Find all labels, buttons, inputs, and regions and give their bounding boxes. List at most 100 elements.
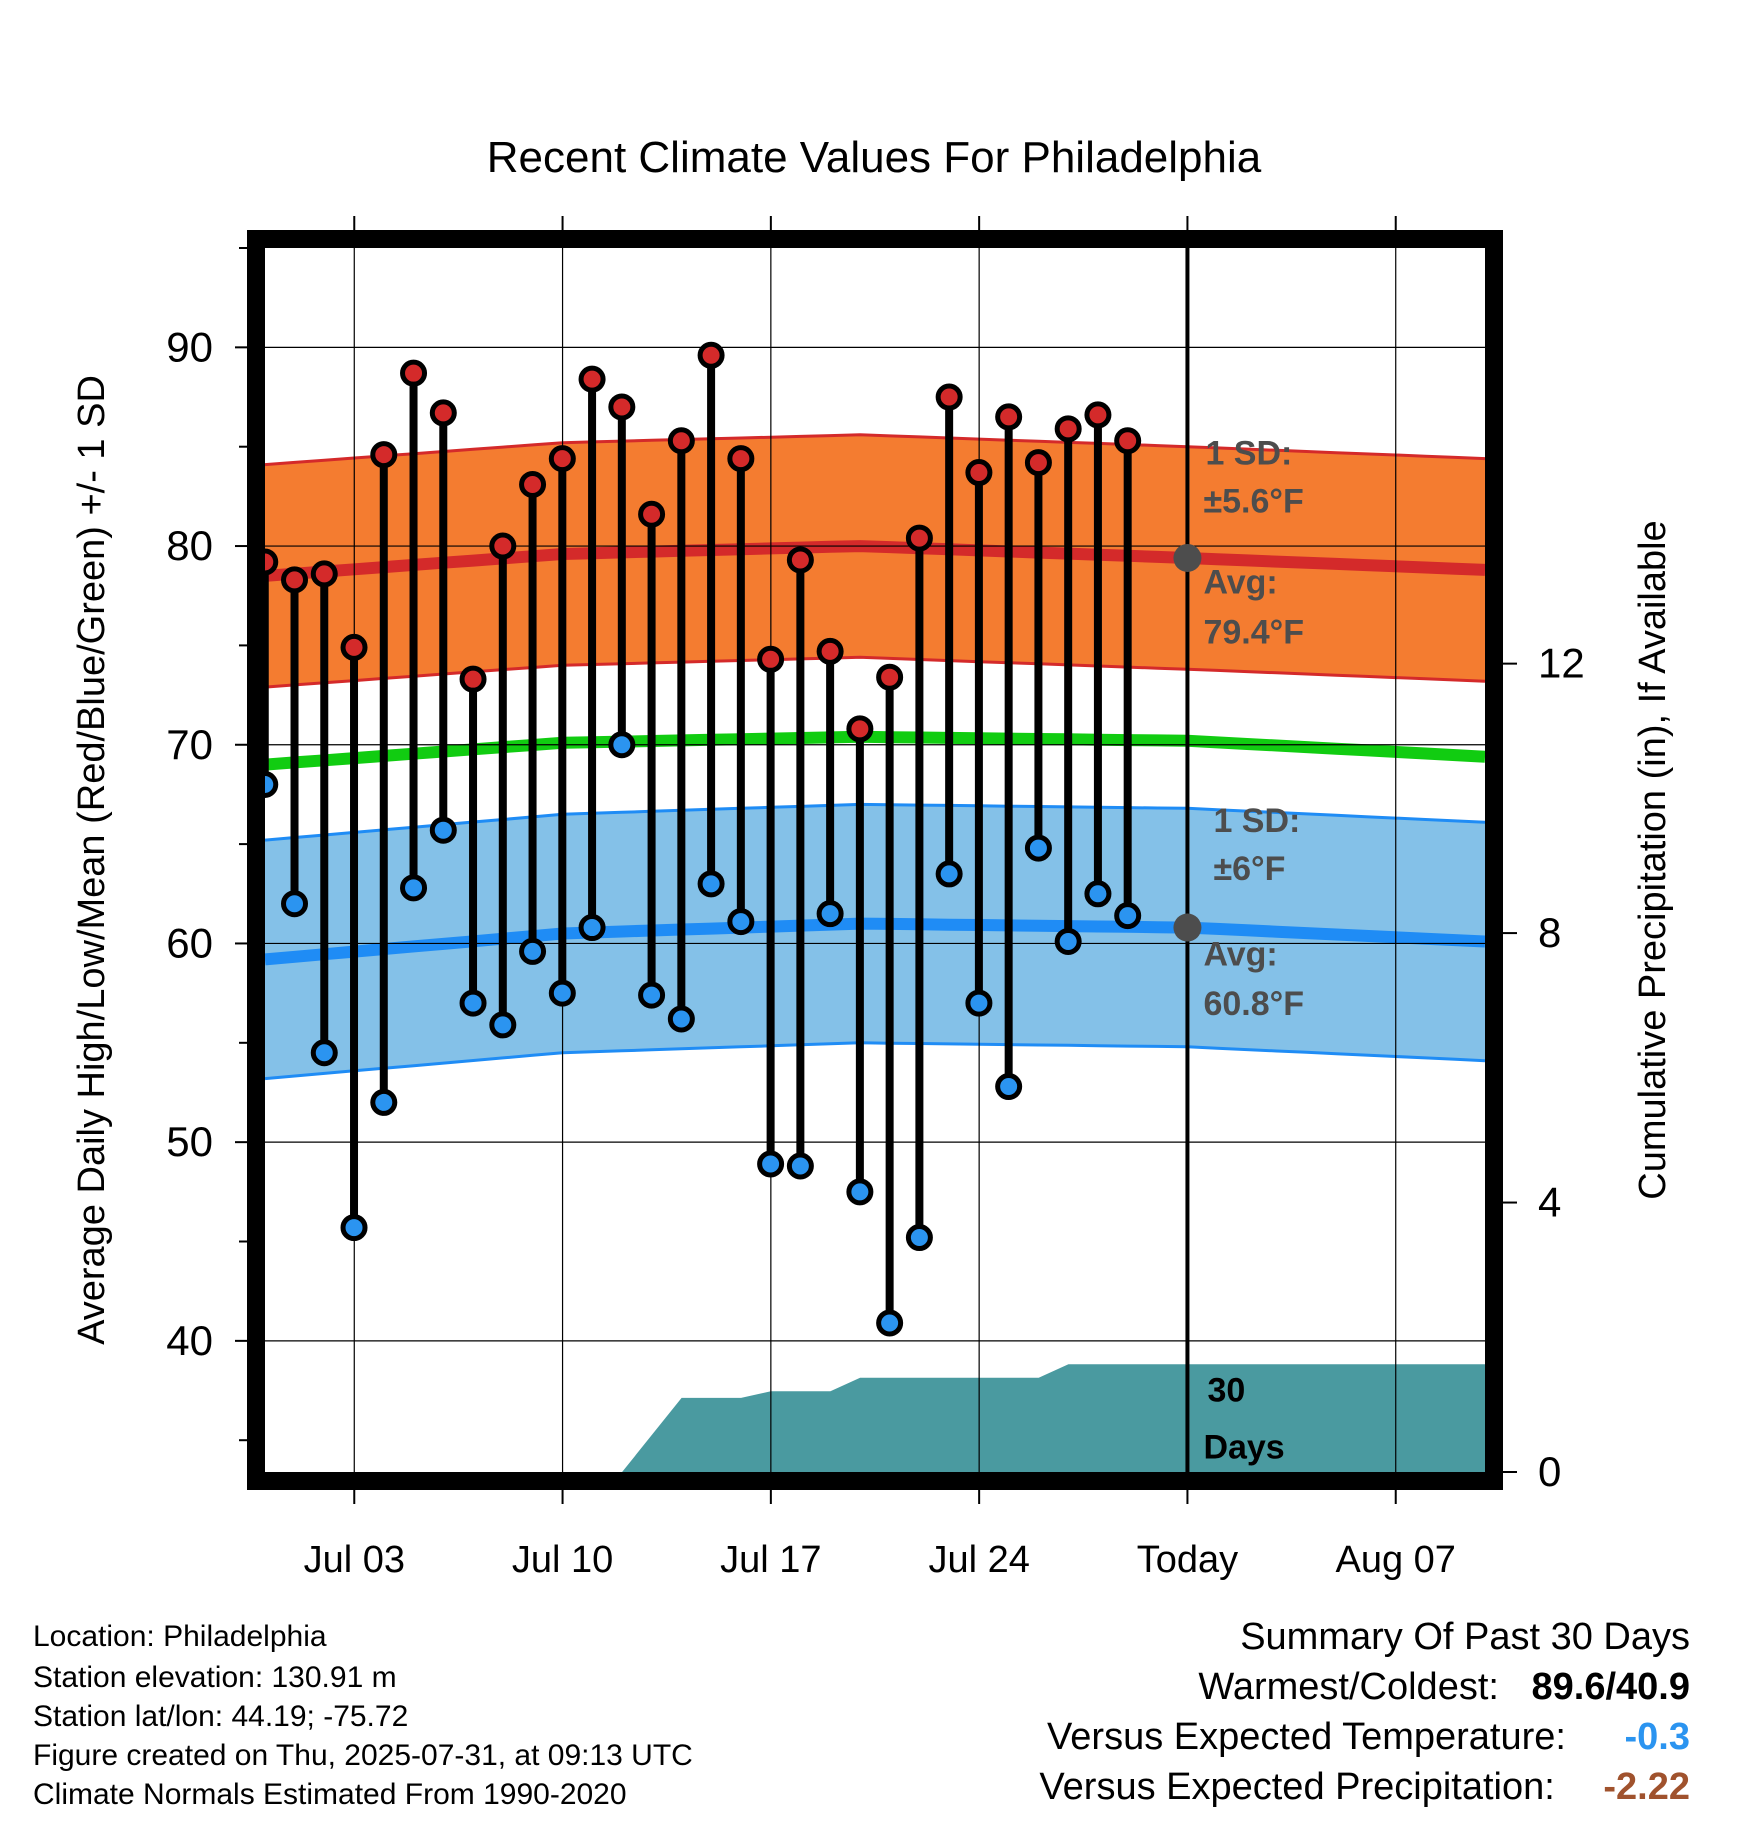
info-elevation: Station elevation: 130.91 m — [33, 1661, 397, 1694]
low-temp-point — [608, 731, 636, 759]
climate-chart: 1 SD: ±5.6°F Avg: 79.4°F 1 SD: ±6°F Avg: 60.8°F… — [71, 133, 1674, 1600]
high-temp-point — [608, 393, 636, 421]
y-tick-label: 90 — [166, 323, 213, 370]
high-temp-point — [400, 359, 428, 387]
y-axis-label: Average Daily High/Low/Mean (Red/Blue/Gr… — [71, 375, 113, 1345]
low-temp-point — [370, 1088, 398, 1116]
low-temp-point — [578, 914, 606, 942]
low-normal-line — [265, 917, 1485, 966]
high-temp-point — [1084, 401, 1112, 429]
low-temp-point — [995, 1073, 1023, 1101]
summary-warmest-value: 89.6/40.9 — [1531, 1666, 1690, 1708]
high-temp-point — [489, 532, 517, 560]
high-temp-point — [905, 524, 933, 552]
low-temp-point — [489, 1011, 517, 1039]
y2-tick-label: 8 — [1538, 909, 1561, 956]
low-temp-point — [757, 1150, 785, 1178]
high-sd-label-line1: 1 SD: — [1205, 435, 1292, 473]
high-temp-point — [638, 500, 666, 528]
low-temp-point — [1084, 880, 1112, 908]
high-temp-point — [548, 445, 576, 473]
plot-area — [265, 248, 1485, 1472]
y-tick-label: 70 — [166, 721, 213, 768]
low-temp-point — [1054, 927, 1082, 955]
precip-area — [622, 1364, 1485, 1472]
y-tick-label: 50 — [166, 1118, 213, 1165]
low-temp-point — [519, 937, 547, 965]
high-temp-point — [667, 427, 695, 455]
summary-warmest-label: Warmest/Coldest: — [1198, 1666, 1499, 1708]
high-temp-point — [265, 548, 279, 576]
low-temp-point — [905, 1224, 933, 1252]
high-avg-label-line2: 79.4°F — [1203, 613, 1304, 651]
info-created: Figure created on Thu, 2025-07-31, at 09… — [33, 1739, 693, 1772]
x-tick-label: Jul 24 — [928, 1539, 1029, 1581]
low-temp-point — [265, 770, 279, 798]
high-temp-point — [697, 341, 725, 369]
high-temp-point — [1054, 415, 1082, 443]
x-axis-label: Day — [840, 1599, 908, 1600]
low-temp-point — [548, 979, 576, 1007]
low-temp-point — [281, 890, 309, 918]
days-label-line1: 30 — [1207, 1371, 1245, 1409]
y2-tick-label: 0 — [1538, 1448, 1561, 1495]
low-sd-label-line1: 1 SD: — [1213, 802, 1300, 840]
high-temp-point — [459, 665, 487, 693]
high-temp-point — [935, 383, 963, 411]
low-temp-point — [846, 1178, 874, 1206]
low-temp-point — [400, 874, 428, 902]
high-temp-point — [995, 403, 1023, 431]
low-temp-point — [727, 908, 755, 936]
high-avg-label-line1: Avg: — [1203, 564, 1277, 602]
low-temp-point — [429, 816, 457, 844]
info-normals: Climate Normals Estimated From 1990-2020 — [33, 1778, 627, 1811]
high-temp-point — [519, 470, 547, 498]
today-high-avg-marker — [1173, 543, 1202, 572]
summary-temp-label: Versus Expected Temperature: — [1047, 1716, 1566, 1758]
high-temp-point — [370, 441, 398, 469]
low-temp-point — [459, 989, 487, 1017]
y2-tick-label: 4 — [1538, 1179, 1561, 1226]
x-tick-label: Jul 03 — [304, 1539, 405, 1581]
low-temp-point — [1024, 834, 1052, 862]
x-tick-label: Aug 07 — [1336, 1539, 1456, 1581]
info-latlon: Station lat/lon: 44.19; -75.72 — [33, 1700, 409, 1733]
days-label-line2: Days — [1203, 1429, 1284, 1467]
high-temp-point — [816, 637, 844, 665]
summary-temp-value: -0.3 — [1624, 1716, 1690, 1758]
info-location: Location: Philadelphia — [33, 1620, 327, 1653]
mean-normal-line — [265, 730, 1485, 771]
summary-precip-label: Versus Expected Precipitation: — [1039, 1766, 1555, 1808]
summary-title: Summary Of Past 30 Days — [1240, 1616, 1690, 1658]
high-sd-upper-edge — [265, 433, 1485, 467]
plot-frame — [247, 230, 1503, 1490]
low-temp-point — [310, 1039, 338, 1067]
high-sd-label-line2: ±5.6°F — [1203, 482, 1303, 520]
today-low-avg-marker — [1173, 913, 1202, 942]
low-temp-point — [786, 1152, 814, 1180]
low-temp-point — [638, 981, 666, 1009]
low-sd-label-line2: ±6°F — [1213, 850, 1285, 888]
high-sd-band — [265, 434, 1485, 688]
chart-title: Recent Climate Values For Philadelphia — [487, 133, 1262, 182]
y-tick-label: 80 — [166, 522, 213, 569]
low-sd-band — [265, 804, 1485, 1079]
low-avg-label-line2: 60.8°F — [1203, 985, 1304, 1023]
x-tick-label: Jul 17 — [720, 1539, 821, 1581]
low-temp-point — [816, 900, 844, 928]
low-temp-point — [935, 860, 963, 888]
low-temp-point — [876, 1309, 904, 1337]
low-sd-lower-edge — [265, 1041, 1485, 1081]
high-temp-point — [429, 399, 457, 427]
high-temp-point — [1024, 449, 1052, 477]
high-temp-point — [281, 566, 309, 594]
x-tick-label: Jul 10 — [512, 1539, 613, 1581]
y-tick-label: 60 — [166, 919, 213, 966]
high-temp-point — [965, 459, 993, 487]
summary-precip-row: Versus Expected Precipitation: -2.22 — [1039, 1768, 1690, 1806]
high-temp-point — [340, 633, 368, 661]
low-sd-upper-edge — [265, 802, 1485, 842]
high-temp-point — [876, 663, 904, 691]
high-temp-point — [786, 546, 814, 574]
low-temp-point — [965, 989, 993, 1017]
